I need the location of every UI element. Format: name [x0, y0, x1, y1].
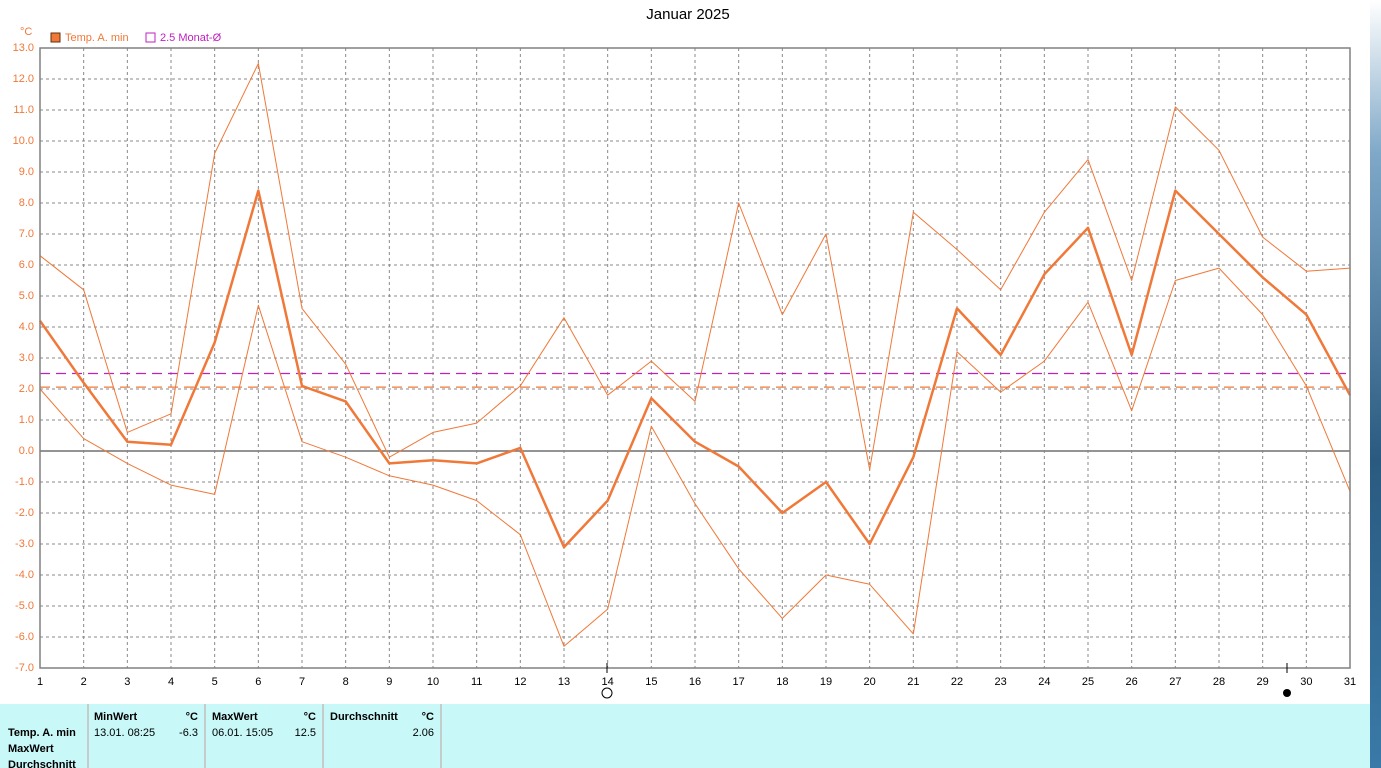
- cell: -6.3: [179, 727, 198, 739]
- x-tick-label: 12: [514, 676, 526, 688]
- y-tick-label: -1.0: [15, 476, 34, 488]
- cell: 2.06: [413, 727, 434, 739]
- x-tick-label: 31: [1344, 676, 1356, 688]
- cell: 13.01. 08:25: [94, 727, 155, 739]
- x-tick-label: 14: [602, 676, 614, 688]
- x-tick-label: 21: [907, 676, 919, 688]
- col-header: Durchschnitt: [330, 711, 398, 723]
- row-label: Temp. A. min: [8, 727, 76, 739]
- moon-new: [1283, 689, 1291, 697]
- line-series: [39, 267, 1351, 647]
- y-unit: °C: [20, 26, 32, 38]
- y-tick-label: -4.0: [15, 569, 34, 581]
- x-tick-label: 20: [864, 676, 876, 688]
- x-tick-label: 5: [212, 676, 218, 688]
- y-tick-label: 13.0: [13, 42, 34, 54]
- x-tick-label: 19: [820, 676, 832, 688]
- line-series: [39, 63, 1351, 471]
- x-tick-label: 24: [1038, 676, 1050, 688]
- legend-swatch: [145, 32, 156, 43]
- x-tick-label: 16: [689, 676, 701, 688]
- x-tick-label: 11: [471, 676, 482, 688]
- x-tick-label: 29: [1257, 676, 1269, 688]
- y-tick-label: 12.0: [13, 73, 34, 85]
- legend-label: Temp. A. min: [65, 32, 129, 44]
- y-tick-label: 4.0: [19, 321, 34, 333]
- plot-frame: [39, 47, 1351, 669]
- x-tick-label: 1: [37, 676, 43, 688]
- x-tick-label: 18: [776, 676, 788, 688]
- background-strip: [1370, 0, 1381, 768]
- legend-label: 2.5 Monat-Ø: [160, 32, 222, 44]
- col-unit: °C: [422, 711, 434, 723]
- x-tick-label: 9: [386, 676, 392, 688]
- y-tick-label: 7.0: [19, 228, 34, 240]
- y-tick-label: 11.0: [13, 104, 34, 116]
- y-tick-label: -6.0: [15, 631, 34, 643]
- x-tick-label: 28: [1213, 676, 1225, 688]
- y-tick-label: 8.0: [19, 197, 34, 209]
- col-unit: °C: [304, 711, 316, 723]
- plot: -7.0 -6.0 -5.0 -4.0 -3.0 -2.0 -1.0 0.0 1.0 2.0 3.0…: [13, 42, 1357, 688]
- y-tick-label: -3.0: [15, 538, 34, 550]
- y-tick-label: 0.0: [19, 445, 34, 457]
- chart-title: Januar 2025: [646, 6, 729, 23]
- x-tick-label: 25: [1082, 676, 1094, 688]
- legend-swatch: [50, 32, 61, 43]
- x-tick-label: 30: [1300, 676, 1312, 688]
- stats-table: Temp. A. min MaxWert Durchschnitt MinWer…: [0, 704, 1370, 768]
- y-tick-label: -5.0: [15, 600, 34, 612]
- col-header: MaxWert: [212, 711, 258, 723]
- col-header: MinWert: [94, 711, 138, 723]
- x-tick-label: 27: [1169, 676, 1181, 688]
- x-tick-label: 15: [645, 676, 657, 688]
- x-tick-label: 23: [995, 676, 1007, 688]
- y-tick-label: -7.0: [15, 662, 34, 674]
- x-tick-label: 3: [124, 676, 130, 688]
- y-tick-label: 2.0: [19, 383, 34, 395]
- x-tick-label: 17: [733, 676, 745, 688]
- y-tick-label: 10.0: [13, 135, 34, 147]
- x-tick-label: 13: [558, 676, 570, 688]
- x-tick-label: 2: [81, 676, 87, 688]
- x-tick-label: 26: [1126, 676, 1138, 688]
- stats-panel: [0, 704, 1370, 768]
- y-tick-label: 1.0: [19, 414, 34, 426]
- row-label: MaxWert: [8, 743, 54, 755]
- row-label: Durchschnitt: [8, 759, 76, 768]
- col-unit: °C: [186, 711, 198, 723]
- line-series: [38, 189, 1352, 549]
- x-tick-label: 4: [168, 676, 174, 688]
- cell: 12.5: [295, 727, 316, 739]
- x-tick-label: 22: [951, 676, 963, 688]
- y-tick-label: 3.0: [19, 352, 34, 364]
- y-tick-label: -2.0: [15, 507, 34, 519]
- x-tick-label: 6: [255, 676, 261, 688]
- y-tick-label: 5.0: [19, 290, 34, 302]
- y-tick-label: 6.0: [19, 259, 34, 271]
- y-tick-label: 9.0: [19, 166, 34, 178]
- x-tick-label: 8: [343, 676, 349, 688]
- x-tick-label: 7: [299, 676, 305, 688]
- x-tick-label: 10: [427, 676, 439, 688]
- cell: 06.01. 15:05: [212, 727, 273, 739]
- moon-full: [601, 687, 613, 699]
